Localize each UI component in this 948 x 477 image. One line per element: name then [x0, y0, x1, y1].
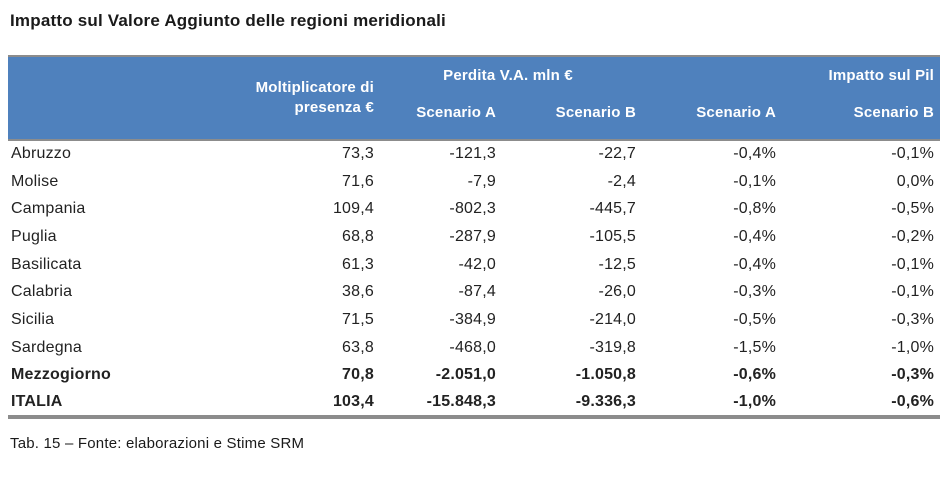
perdita-a-cell: -287,9 [449, 227, 496, 245]
perdita-b-cell: -9.336,3 [575, 393, 637, 411]
table-header: Moltiplicatore di presenza € Perdita V.A… [8, 56, 941, 140]
impatto-a-cell: -0,5% [733, 310, 777, 328]
table-row: Sicilia 71,5 -384,9 -214,0 -0,5% -0,3% [8, 306, 940, 334]
impatto-a-cell: -0,4% [733, 145, 777, 163]
header-impatto-scenario-b: Scenario B [782, 102, 941, 140]
header-perdita-scenario-a: Scenario A [380, 102, 502, 140]
perdita-b-cell: -12,5 [598, 255, 637, 273]
region-cell: Sicilia [11, 310, 55, 328]
impatto-a-cell: -0,8% [733, 200, 777, 218]
multiplier-cell: 61,3 [342, 255, 374, 273]
region-cell: Molise [11, 172, 59, 190]
table-body: Abruzzo 73,3 -121,3 -22,7 -0,4% -0,1% Mo… [8, 140, 940, 417]
region-cell: Sardegna [11, 338, 82, 356]
impatto-b-cell: -0,1% [891, 145, 935, 163]
region-cell: Puglia [11, 227, 57, 245]
impatto-b-cell: -0,3% [891, 310, 935, 328]
table-row: Molise 71,6 -7,9 -2,4 -0,1% 0,0% [8, 168, 940, 196]
page: Impatto sul Valore Aggiunto delle region… [8, 11, 941, 452]
impatto-b-cell: -0,2% [891, 227, 935, 245]
region-cell: Calabria [11, 283, 73, 301]
table-row-italia-total: ITALIA 103,4 -15.848,3 -9.336,3 -1,0% -0… [8, 389, 940, 417]
header-group-impatto: Impatto sul Pil [642, 56, 941, 102]
header-perdita-scenario-b: Scenario B [502, 102, 643, 140]
impatto-a-cell: -1,5% [733, 338, 777, 356]
multiplier-cell: 103,4 [332, 393, 374, 411]
multiplier-cell: 70,8 [342, 366, 374, 384]
table-row: Campania 109,4 -802,3 -445,7 -0,8% -0,5% [8, 195, 940, 223]
perdita-b-cell: -1.050,8 [575, 366, 637, 384]
impatto-a-cell: -1,0% [733, 393, 777, 411]
table-row: Sardegna 63,8 -468,0 -319,8 -1,5% -1,0% [8, 334, 940, 362]
impatto-a-cell: -0,6% [733, 366, 777, 384]
multiplier-cell: 68,8 [342, 227, 374, 245]
table-caption: Tab. 15 – Fonte: elaborazioni e Stime SR… [10, 434, 305, 452]
perdita-b-cell: -319,8 [589, 338, 637, 356]
multiplier-cell: 109,4 [332, 200, 374, 218]
region-cell: ITALIA [11, 393, 63, 411]
perdita-a-cell: -802,3 [449, 200, 496, 218]
perdita-a-cell: -7,9 [467, 172, 496, 190]
impatto-a-cell: -0,3% [733, 283, 777, 301]
impatto-b-cell: -0,6% [891, 393, 935, 411]
multiplier-cell: 73,3 [342, 145, 374, 163]
multiplier-cell: 38,6 [342, 283, 374, 301]
impatto-b-cell: -1,0% [891, 338, 935, 356]
region-cell: Abruzzo [11, 145, 72, 163]
multiplier-cell: 63,8 [342, 338, 374, 356]
impatto-b-cell: -0,5% [891, 200, 935, 218]
header-multiplier-label: Moltiplicatore di presenza € [255, 79, 374, 116]
impatto-a-cell: -0,4% [733, 227, 777, 245]
table-row: Basilicata 61,3 -42,0 -12,5 -0,4% -0,1% [8, 251, 940, 279]
table-row: Puglia 68,8 -287,9 -105,5 -0,4% -0,2% [8, 223, 940, 251]
impatto-a-cell: -0,1% [733, 172, 777, 190]
header-group-row: Moltiplicatore di presenza € Perdita V.A… [8, 56, 941, 140]
page-title: Impatto sul Valore Aggiunto delle region… [10, 11, 446, 30]
impact-table: Moltiplicatore di presenza € Perdita V.A… [8, 55, 941, 419]
multiplier-cell: 71,5 [342, 310, 374, 328]
table-row-mezzogiorno-total: Mezzogiorno 70,8 -2.051,0 -1.050,8 -0,6%… [8, 362, 940, 390]
impatto-b-cell: -0,1% [891, 255, 935, 273]
impatto-b-cell: -0,3% [891, 366, 935, 384]
perdita-a-cell: -384,9 [449, 310, 496, 328]
perdita-a-cell: -2.051,0 [435, 366, 496, 384]
header-multiplier: Moltiplicatore di presenza € [198, 56, 380, 140]
impatto-b-cell: -0,1% [891, 283, 935, 301]
region-cell: Basilicata [11, 255, 82, 273]
header-group-perdita: Perdita V.A. mln € [380, 56, 643, 102]
perdita-b-cell: -105,5 [589, 227, 637, 245]
perdita-a-cell: -87,4 [458, 283, 496, 301]
region-cell: Campania [11, 200, 86, 218]
table-row: Calabria 38,6 -87,4 -26,0 -0,3% -0,1% [8, 278, 940, 306]
header-impatto-scenario-a: Scenario A [642, 102, 783, 140]
region-cell: Mezzogiorno [11, 366, 111, 384]
perdita-b-cell: -214,0 [589, 310, 637, 328]
perdita-b-cell: -445,7 [589, 200, 637, 218]
header-scenario-row: Scenario A Scenario B Scenario A Scenari… [8, 102, 941, 140]
impatto-b-cell: 0,0% [896, 172, 935, 190]
multiplier-cell: 71,6 [342, 172, 374, 190]
impatto-a-cell: -0,4% [733, 255, 777, 273]
perdita-b-cell: -26,0 [598, 283, 637, 301]
perdita-a-cell: -468,0 [449, 338, 496, 356]
perdita-a-cell: -42,0 [458, 255, 496, 273]
table-row: Abruzzo 73,3 -121,3 -22,7 -0,4% -0,1% [8, 140, 940, 168]
perdita-a-cell: -121,3 [449, 145, 496, 163]
perdita-a-cell: -15.848,3 [426, 393, 496, 411]
perdita-b-cell: -22,7 [598, 145, 637, 163]
header-region [8, 56, 198, 140]
perdita-b-cell: -2,4 [607, 172, 637, 190]
